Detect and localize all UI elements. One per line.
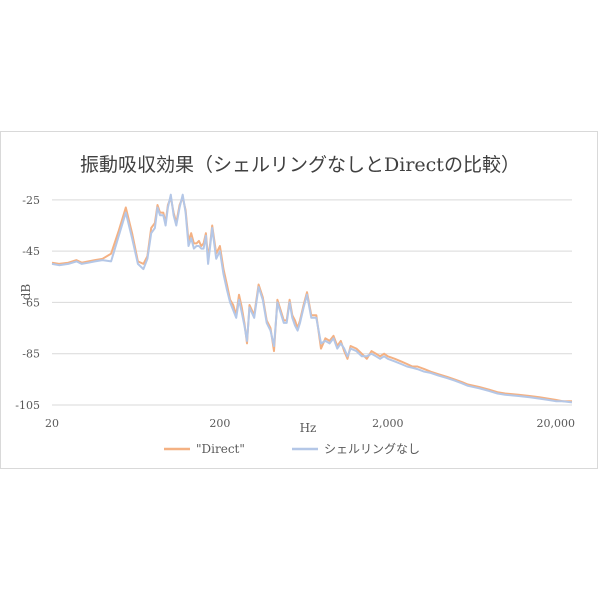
x-tick-label: 2,000 — [372, 417, 404, 430]
y-tick-labels: -25 -45 -65 -85 -105 — [15, 194, 40, 412]
grid-lines — [52, 199, 572, 406]
legend-label: シェルリングなし — [324, 442, 420, 456]
y-tick-label: -65 — [22, 296, 40, 309]
x-tick-label: 20,000 — [536, 417, 575, 430]
chart-frame — [0, 131, 598, 469]
series-line-2 — [51, 193, 573, 404]
y-axis-label: dB — [19, 284, 33, 301]
series-line-1 — [51, 196, 572, 403]
x-tick-labels: 20 200 2,000 20,000 — [45, 417, 575, 430]
y-tick-label: -85 — [22, 348, 40, 361]
x-tick-label: 200 — [209, 417, 230, 430]
legend-label: "Direct" — [196, 442, 245, 456]
chart-title: 振動吸収効果（シェルリングなしとDirectの比較） — [80, 154, 520, 176]
series-lines — [51, 193, 573, 404]
y-tick-label: -105 — [15, 399, 40, 412]
y-tick-label: -25 — [22, 194, 40, 207]
legend: "Direct" シェルリングなし — [164, 442, 420, 456]
x-tick-label: 20 — [45, 417, 59, 430]
y-tick-label: -45 — [22, 245, 40, 258]
x-axis-label: Hz — [300, 421, 317, 435]
